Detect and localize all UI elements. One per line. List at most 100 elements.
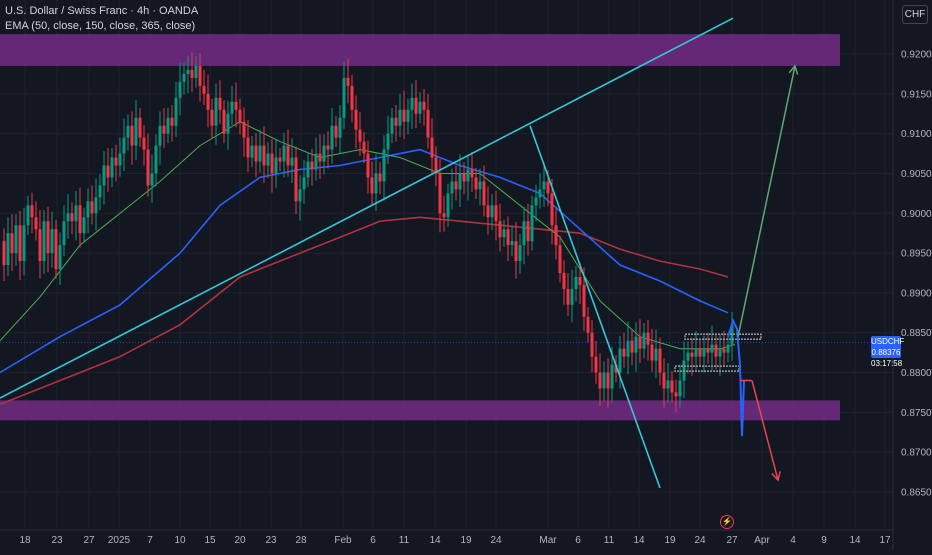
candle-body — [138, 117, 142, 138]
candle — [90, 185, 94, 225]
lightning-icon[interactable]: ⚡ — [720, 515, 734, 529]
candle — [334, 116, 338, 148]
candle — [366, 140, 370, 194]
candle-body — [490, 205, 494, 218]
candle-body — [54, 229, 58, 270]
candle-body — [218, 97, 222, 110]
candle-body — [254, 145, 258, 162]
candle — [218, 80, 222, 125]
candle — [174, 81, 178, 137]
ema-150-line — [0, 148, 729, 374]
candle — [534, 184, 538, 222]
candle — [578, 262, 582, 305]
candle-body — [238, 109, 242, 122]
candle — [566, 273, 570, 317]
candle — [502, 219, 506, 247]
candle — [686, 341, 690, 374]
x-tick-label: 14 — [849, 535, 861, 546]
candle — [322, 134, 326, 175]
candle — [706, 332, 710, 364]
candle-body — [62, 221, 66, 246]
candle — [382, 135, 386, 201]
candle — [498, 203, 502, 252]
candle-body — [174, 97, 178, 126]
candle-body — [694, 348, 698, 357]
candle-body — [274, 157, 278, 174]
candle-body — [278, 157, 282, 162]
candle-body — [362, 141, 366, 154]
candle — [146, 133, 150, 197]
candle — [214, 83, 218, 145]
x-tick-label: 23 — [265, 535, 277, 546]
candle-body — [586, 316, 590, 333]
candle — [18, 210, 22, 281]
candle-body — [698, 348, 702, 357]
candle-body — [270, 153, 274, 174]
x-tick-label: 7 — [147, 535, 153, 546]
candle-body — [486, 205, 490, 218]
candle — [294, 146, 298, 215]
currency-button[interactable]: CHF — [902, 5, 928, 24]
range-box — [674, 365, 740, 372]
candle-body — [418, 101, 422, 114]
candle — [702, 335, 706, 373]
candle — [630, 329, 634, 366]
candle — [210, 98, 214, 139]
candle — [190, 52, 194, 93]
candle-body — [726, 344, 730, 353]
candle-body — [570, 288, 574, 305]
candle — [38, 210, 42, 279]
candle-body — [162, 125, 166, 134]
candle-body — [94, 197, 98, 214]
candle-body — [546, 181, 550, 194]
candle-body — [142, 137, 146, 150]
candle — [54, 219, 58, 279]
candle-body — [554, 225, 558, 246]
candle-body — [506, 229, 510, 246]
candle — [262, 126, 266, 184]
candle-body — [590, 332, 594, 357]
candle-body — [474, 177, 478, 190]
candle — [358, 112, 362, 156]
candle-body — [558, 245, 562, 273]
x-tick-label: 11 — [604, 535, 615, 546]
candle-body — [458, 173, 462, 190]
candle-body — [398, 109, 402, 126]
candle-body — [566, 288, 570, 305]
x-tick-label: 23 — [51, 535, 63, 546]
candle-body — [30, 205, 34, 218]
current-price-tag: USDCHF 0.88376 03:17:58 — [871, 336, 904, 368]
candle-body — [470, 169, 474, 178]
candle-body — [614, 364, 618, 373]
candle — [510, 225, 514, 257]
candle — [362, 132, 366, 164]
candle-body — [50, 229, 54, 254]
candle — [538, 173, 542, 209]
candle — [82, 207, 86, 243]
candle — [378, 162, 382, 195]
candle-body — [630, 340, 634, 353]
candle — [102, 151, 106, 205]
x-tick-label: 6 — [370, 535, 376, 546]
candle — [626, 321, 630, 375]
candle — [718, 334, 722, 376]
candle — [514, 222, 518, 279]
candle — [50, 211, 54, 268]
x-tick-label: 4 — [790, 535, 796, 546]
candle-body — [114, 157, 118, 166]
candle — [370, 161, 374, 205]
candle — [142, 124, 146, 166]
candle-body — [110, 157, 114, 178]
candle — [486, 186, 490, 235]
candle — [602, 361, 606, 402]
candle-body — [654, 348, 658, 361]
x-tick-label: 19 — [664, 535, 676, 546]
candle-body — [34, 217, 38, 230]
candle-body — [2, 241, 6, 266]
candle — [34, 201, 38, 241]
x-tick-label: 20 — [234, 535, 246, 546]
candle-body — [298, 189, 302, 202]
